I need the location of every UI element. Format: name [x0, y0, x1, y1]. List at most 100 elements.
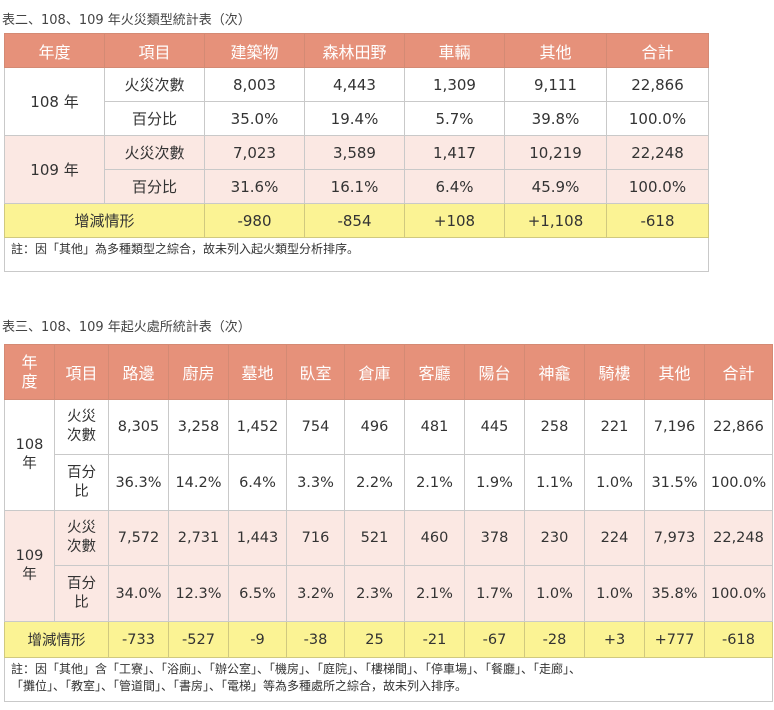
table3-header-row: 年 度 項目 路邊 廚房 墓地 臥室 倉庫 客廳 陽台 神龕 騎樓 其他 合計	[4, 344, 773, 400]
year-line2: 年	[22, 456, 37, 472]
table-row: 百分比 35.0% 19.4% 5.7% 39.8% 100.0%	[5, 101, 709, 136]
value-cell: 8,003	[204, 67, 305, 102]
header-year-line1: 年	[21, 353, 38, 372]
value-cell: 16.1%	[304, 169, 405, 204]
value-cell: 445	[464, 399, 525, 455]
row-label-line2: 次數	[67, 539, 96, 555]
value-cell: 3,589	[304, 135, 405, 170]
table2-header-row: 年度 項目 建築物 森林田野 車輛 其他 合計	[4, 33, 709, 68]
row-label-line1: 火災	[67, 409, 96, 425]
row-label: 火災 次數	[54, 510, 109, 566]
value-cell: 378	[464, 510, 525, 566]
value-cell: 1.9%	[464, 454, 525, 511]
header-other: 其他	[644, 344, 705, 400]
table-row: 百分比 31.6% 16.1% 6.4% 45.9% 100.0%	[5, 169, 709, 204]
change-cell: +3	[584, 621, 645, 658]
change-cell: -9	[228, 621, 287, 658]
value-cell: 481	[404, 399, 465, 455]
value-cell: 100.0%	[704, 565, 773, 622]
value-cell: 2.1%	[404, 565, 465, 622]
change-cell: -38	[286, 621, 345, 658]
value-cell: 6.5%	[228, 565, 287, 622]
note-row: 註：因「其他」為多種類型之綜合，故未列入起火類型分析排序。	[4, 237, 709, 272]
row-label: 火災次數	[104, 135, 205, 170]
value-cell: 1,417	[404, 135, 505, 170]
value-cell: 1,309	[404, 67, 505, 102]
change-cell: -28	[524, 621, 585, 658]
header-item: 項目	[54, 344, 109, 400]
value-cell: 39.8%	[504, 101, 607, 136]
value-cell: 1.0%	[584, 565, 645, 622]
header-year: 年 度	[4, 344, 55, 400]
value-cell: 1.0%	[584, 454, 645, 511]
value-cell: 2.2%	[344, 454, 405, 511]
value-cell: 22,248	[606, 135, 709, 170]
row-label-line1: 百分	[67, 464, 96, 481]
header-warehouse: 倉庫	[344, 344, 405, 400]
value-cell: 34.0%	[108, 565, 169, 622]
value-cell: 35.8%	[644, 565, 705, 622]
note-row: 註：因「其他」含「工寮」、「浴廁」、「辦公室」、「機房」、「庭院」、「樓梯間」、…	[4, 657, 773, 702]
header-year-line2: 度	[21, 372, 38, 391]
header-vehicle: 車輛	[404, 33, 505, 68]
value-cell: 3.3%	[286, 454, 345, 511]
value-cell: 7,196	[644, 399, 705, 455]
value-cell: 100.0%	[704, 454, 773, 511]
table-row: 百分 比 34.0% 12.3% 6.5% 3.2% 2.3% 2.1% 1.7…	[5, 565, 773, 622]
note-line1: 註：因「其他」含「工寮」、「浴廁」、「辦公室」、「機房」、「庭院」、「樓梯間」、…	[11, 662, 582, 676]
value-cell: 230	[524, 510, 585, 566]
row-label-line2: 比	[74, 594, 89, 611]
value-cell: 12.3%	[168, 565, 229, 622]
change-cell: +108	[404, 203, 505, 238]
header-year: 年度	[4, 33, 105, 68]
value-cell: 496	[344, 399, 405, 455]
value-cell: 100.0%	[606, 169, 709, 204]
value-cell: 2.1%	[404, 454, 465, 511]
header-cemetery: 墓地	[228, 344, 287, 400]
year-cell: 108 年	[4, 399, 55, 511]
value-cell: 1.7%	[464, 565, 525, 622]
value-cell: 1,452	[228, 399, 287, 455]
year-cell: 108 年	[4, 67, 105, 136]
value-cell: 31.6%	[204, 169, 305, 204]
value-cell: 258	[524, 399, 585, 455]
row-label: 火災次數	[104, 67, 205, 102]
row-label-line1: 百分	[67, 575, 96, 592]
header-living-room: 客廳	[404, 344, 465, 400]
header-building: 建築物	[204, 33, 305, 68]
change-row: 增減情形 -733 -527 -9 -38 25 -21 -67 -28 +3 …	[4, 621, 773, 658]
value-cell: 754	[286, 399, 345, 455]
change-cell: +1,108	[504, 203, 607, 238]
header-bedroom: 臥室	[286, 344, 345, 400]
table2-caption: 表二、108、109 年火災類型統計表（次）	[2, 13, 251, 28]
table-row: 109 年 火災次數 7,023 3,589 1,417 10,219 22,2…	[4, 135, 709, 204]
value-cell: 31.5%	[644, 454, 705, 511]
value-cell: 22,866	[704, 399, 773, 455]
value-cell: 521	[344, 510, 405, 566]
year-cell: 109 年	[4, 135, 105, 204]
value-cell: 460	[404, 510, 465, 566]
header-forest: 森林田野	[304, 33, 405, 68]
year-cell: 109 年	[4, 510, 55, 622]
value-cell: 10,219	[504, 135, 607, 170]
header-total: 合計	[704, 344, 773, 400]
value-cell: 1.1%	[524, 454, 585, 511]
value-cell: 7,973	[644, 510, 705, 566]
row-label: 百分 比	[54, 565, 109, 622]
change-cell: -618	[704, 621, 773, 658]
value-cell: 2.3%	[344, 565, 405, 622]
year-line1: 108	[15, 437, 44, 453]
value-cell: 36.3%	[108, 454, 169, 511]
value-cell: 1,443	[228, 510, 287, 566]
row-label: 百分比	[104, 169, 205, 204]
header-arcade: 騎樓	[584, 344, 645, 400]
header-item: 項目	[104, 33, 205, 68]
year-line2: 年	[22, 567, 37, 583]
row-label: 火災 次數	[54, 399, 109, 455]
row-label-line1: 火災	[67, 520, 96, 536]
change-cell: -21	[404, 621, 465, 658]
value-cell: 100.0%	[606, 101, 709, 136]
value-cell: 9,111	[504, 67, 607, 102]
value-cell: 22,248	[704, 510, 773, 566]
header-kitchen: 廚房	[168, 344, 229, 400]
